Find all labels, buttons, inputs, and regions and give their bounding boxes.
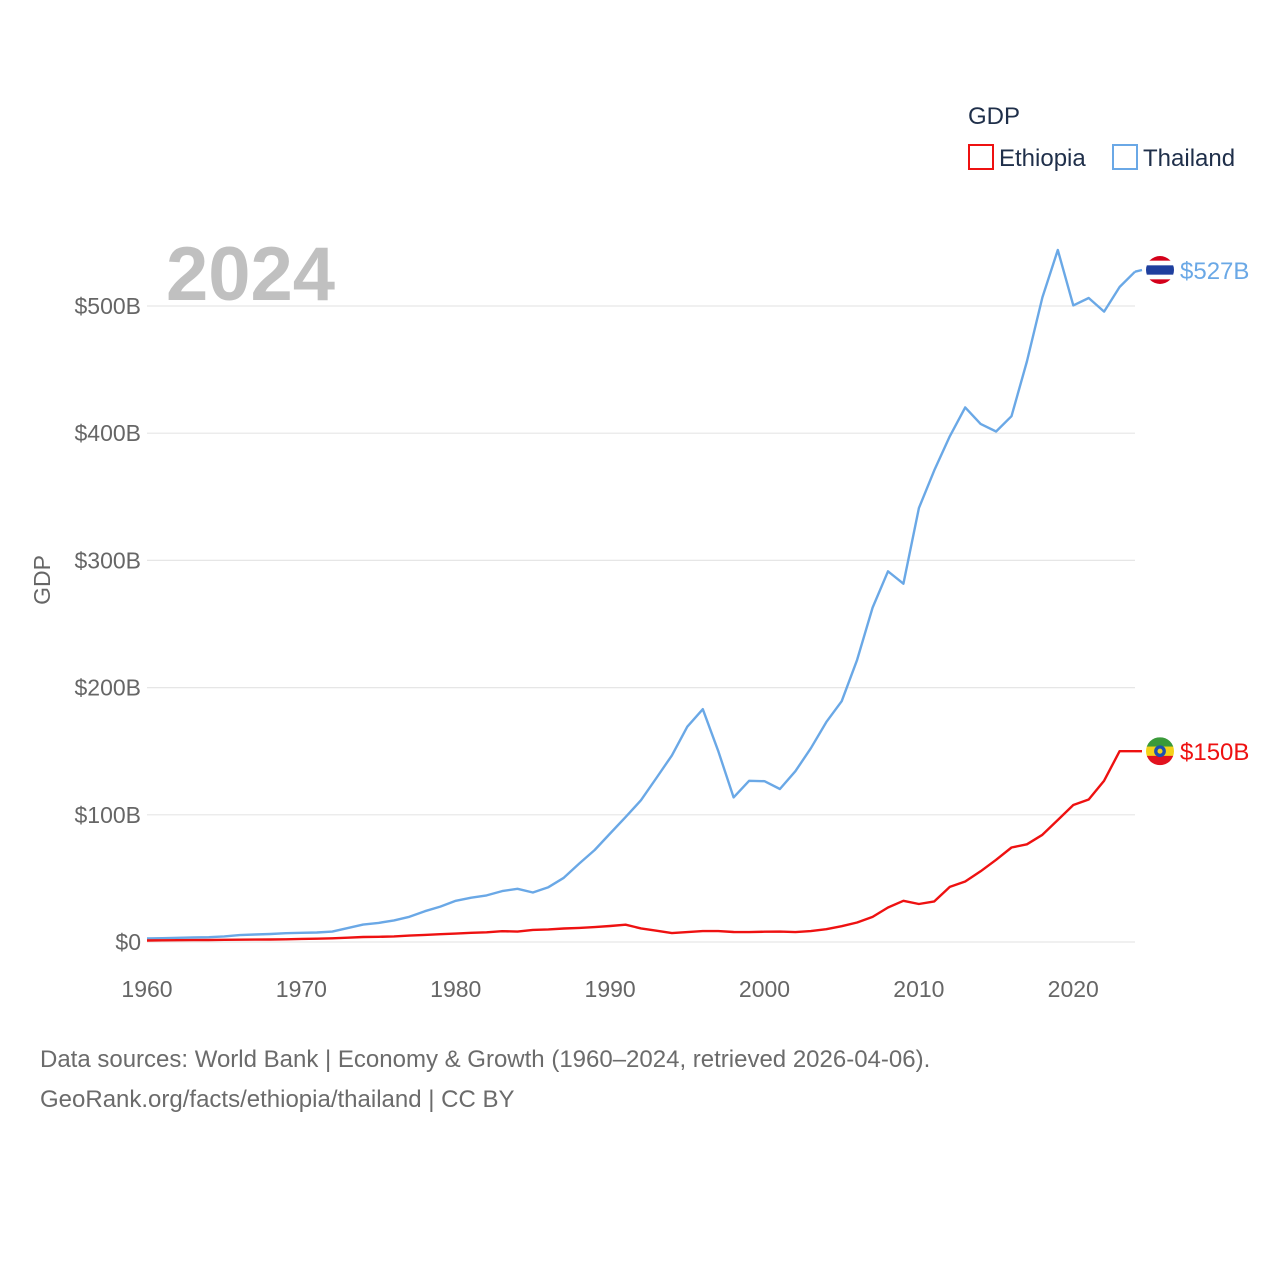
series-line-ethiopia[interactable] xyxy=(146,750,1135,942)
y-tick-label: $500B xyxy=(74,293,141,319)
ethiopia-flag-icon xyxy=(1146,737,1174,766)
thailand-flag-icon xyxy=(1146,256,1174,284)
legend-label-thailand[interactable]: Thailand xyxy=(1143,145,1235,172)
y-tick-label: $400B xyxy=(74,420,141,446)
series-lines xyxy=(146,248,1136,942)
legend-swatch-ethiopia[interactable] xyxy=(968,144,994,170)
y-tick-label: $200B xyxy=(74,675,141,701)
end-connector-thailand xyxy=(1134,268,1143,273)
x-axis-ticks: 1960 1970 1980 1990 2000 2010 2020 xyxy=(121,976,1098,1002)
x-tick-label: 1960 xyxy=(121,976,172,1002)
y-axis-ticks: $0 $100B $200B $300B $400B $500B xyxy=(74,293,141,955)
y-tick-label: $0 xyxy=(115,929,141,955)
footer: Data sources: World Bank | Economy & Gro… xyxy=(40,1040,930,1120)
x-tick-label: 1970 xyxy=(276,976,327,1002)
legend-label-ethiopia[interactable]: Ethiopia xyxy=(999,145,1086,172)
end-markers: $150B $527B xyxy=(1134,256,1249,766)
x-tick-label: 2020 xyxy=(1048,976,1099,1002)
legend-title: GDP xyxy=(968,103,1020,130)
x-tick-label: 1980 xyxy=(430,976,481,1002)
x-tick-label: 2010 xyxy=(893,976,944,1002)
end-value-label-thailand: $527B xyxy=(1180,258,1249,285)
end-value-label-ethiopia: $150B xyxy=(1180,739,1249,766)
y-tick-label: $300B xyxy=(74,547,141,573)
data-sources-note: Data sources: World Bank | Economy & Gro… xyxy=(40,1046,931,1073)
gridlines xyxy=(147,305,1135,943)
x-tick-label: 2000 xyxy=(739,976,790,1002)
year-display: 2024 xyxy=(166,232,335,317)
legend-swatch-thailand[interactable] xyxy=(1112,144,1138,170)
legend[interactable]: GDP Ethiopia Thailand xyxy=(968,103,1235,172)
series-line-thailand[interactable] xyxy=(146,248,1136,940)
source-link[interactable]: GeoRank.org/facts/ethiopia/thailand | CC… xyxy=(40,1086,515,1113)
y-axis-title: GDP xyxy=(29,555,55,605)
y-tick-label: $100B xyxy=(74,802,141,828)
x-tick-label: 1990 xyxy=(585,976,636,1002)
